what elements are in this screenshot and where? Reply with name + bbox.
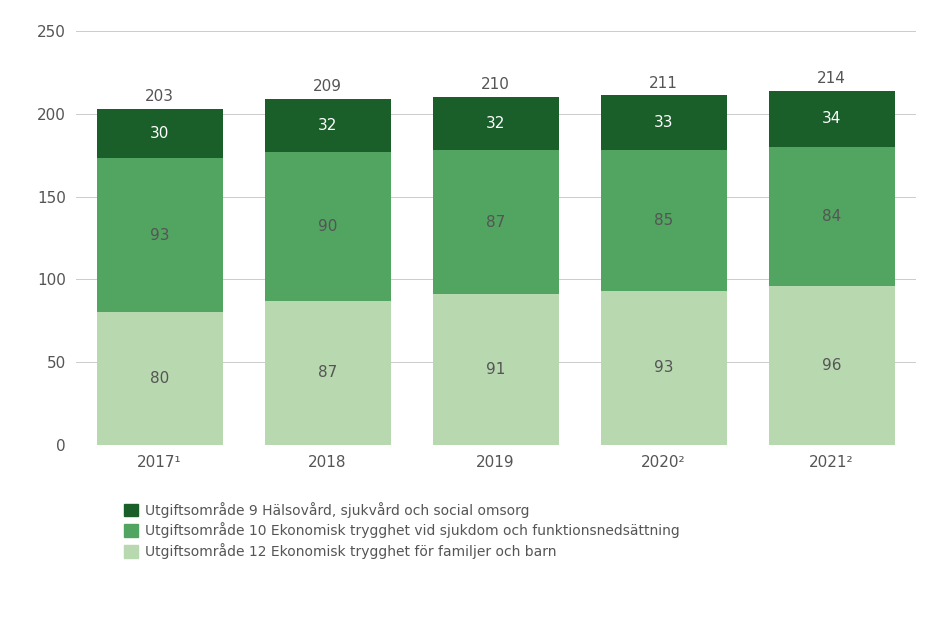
Text: 210: 210 bbox=[481, 77, 510, 92]
Bar bbox=[768, 147, 895, 286]
Text: 209: 209 bbox=[313, 79, 342, 94]
Bar bbox=[768, 286, 895, 445]
Text: 30: 30 bbox=[150, 126, 169, 141]
Text: 32: 32 bbox=[486, 116, 505, 131]
Bar bbox=[432, 150, 559, 294]
Bar bbox=[264, 301, 391, 445]
Text: 80: 80 bbox=[150, 371, 169, 386]
Bar bbox=[600, 291, 727, 445]
Text: 93: 93 bbox=[150, 228, 169, 243]
Legend: Utgiftsområde 9 Hälsovård, sjukvård och social omsorg, Utgiftsområde 10 Ekonomis: Utgiftsområde 9 Hälsovård, sjukvård och … bbox=[125, 502, 680, 559]
Bar bbox=[600, 150, 727, 291]
Bar bbox=[264, 99, 391, 152]
Text: 211: 211 bbox=[649, 75, 678, 90]
Bar bbox=[600, 96, 727, 150]
Text: 203: 203 bbox=[145, 89, 174, 104]
Bar bbox=[96, 109, 223, 158]
Text: 91: 91 bbox=[486, 362, 505, 377]
Bar bbox=[96, 313, 223, 445]
Bar bbox=[96, 158, 223, 313]
Text: 96: 96 bbox=[822, 358, 841, 373]
Text: 34: 34 bbox=[822, 111, 841, 126]
Text: 85: 85 bbox=[654, 213, 673, 228]
Text: 33: 33 bbox=[654, 116, 673, 130]
Bar bbox=[264, 152, 391, 301]
Bar bbox=[768, 90, 895, 147]
Text: 90: 90 bbox=[318, 219, 337, 234]
Text: 93: 93 bbox=[654, 360, 673, 376]
Bar bbox=[432, 294, 559, 445]
Text: 32: 32 bbox=[318, 118, 337, 133]
Text: 87: 87 bbox=[486, 214, 505, 230]
Text: 87: 87 bbox=[318, 365, 337, 381]
Text: 84: 84 bbox=[822, 209, 841, 224]
Bar bbox=[432, 97, 559, 150]
Text: 214: 214 bbox=[818, 70, 846, 85]
